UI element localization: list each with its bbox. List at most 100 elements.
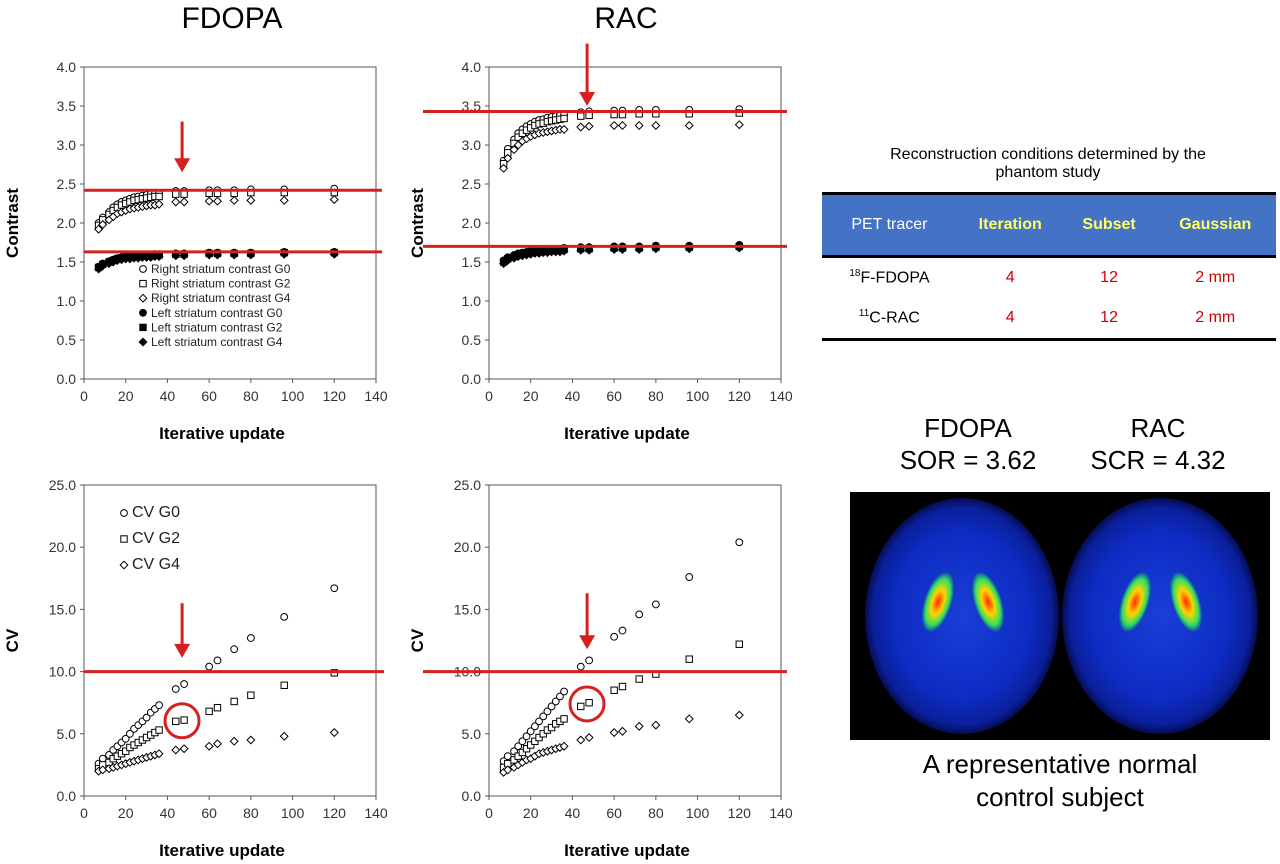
series-2 [499, 120, 744, 173]
y-tick-label: 5.0 [57, 726, 77, 742]
data-point [684, 120, 694, 131]
data-point [559, 246, 569, 256]
data-point [180, 680, 189, 688]
data-point [279, 195, 289, 205]
series-0 [94, 584, 339, 768]
arrow-icon [579, 593, 596, 650]
data-point [179, 251, 189, 261]
y-tick-label: 1.0 [462, 293, 482, 309]
y-tick-label: 0.5 [462, 332, 482, 348]
data-point [514, 133, 522, 141]
y-tick-label: 2.0 [57, 215, 77, 231]
x-tick-label: 100 [281, 388, 305, 404]
y-tick-label: 1.5 [462, 254, 482, 270]
data-point [735, 640, 743, 648]
tracer-cell: 18F-FDOPA [822, 257, 957, 299]
data-point [684, 714, 694, 724]
data-point [635, 675, 643, 683]
tracer-cell: 11C-RAC [822, 298, 957, 341]
legend-label: CV G4 [132, 556, 180, 573]
y-axis-label: CV [408, 628, 427, 652]
x-tick-label: 40 [565, 388, 581, 404]
series-0 [499, 538, 744, 766]
series-2 [499, 710, 744, 777]
data-point [556, 692, 564, 701]
data-point [734, 710, 744, 720]
data-point [518, 748, 527, 757]
gaussian-cell: 2 mm [1195, 269, 1236, 286]
data-point [585, 699, 593, 707]
arrow-head [579, 635, 596, 650]
arrow-head [174, 158, 191, 173]
legend-label: Right striatum contrast G4 [151, 291, 291, 305]
data-point [618, 682, 627, 691]
data-point [585, 656, 594, 665]
x-tick-label: 140 [769, 805, 793, 821]
x-tick-label: 140 [364, 388, 388, 404]
x-tick-label: 60 [201, 388, 217, 404]
data-point [617, 245, 627, 255]
y-tick-label: 2.5 [57, 176, 77, 192]
data-point [246, 735, 256, 745]
x-tick-label: 60 [606, 805, 622, 821]
y-tick-label: 3.0 [57, 137, 77, 153]
y-tick-label: 0.5 [57, 332, 77, 348]
x-tick-label: 60 [201, 805, 217, 821]
y-tick-label: 4.0 [462, 59, 482, 75]
data-point [531, 737, 539, 745]
data-point [179, 197, 189, 207]
legend-marker [119, 560, 129, 570]
data-point [212, 739, 222, 749]
legend-label: Left striatum contrast G2 [151, 320, 283, 334]
x-tick-label: 60 [606, 388, 622, 404]
pet-images [850, 492, 1270, 740]
data-point [522, 732, 531, 741]
tracer-name: F-FDOPA [860, 269, 930, 287]
data-point [518, 737, 527, 746]
highlight-circle [163, 702, 201, 740]
y-tick-label: 2.5 [462, 176, 482, 192]
data-point [514, 742, 523, 751]
data-point [180, 716, 188, 724]
data-point [246, 634, 255, 642]
x-tick-label: 80 [243, 805, 259, 821]
data-point [514, 752, 522, 760]
pet-left-ratio: SOR = 3.62 [899, 445, 1037, 475]
x-tick-label: 120 [323, 388, 347, 404]
pet-right-title: RAC SCR = 4.32 [1058, 412, 1258, 476]
data-point [246, 195, 256, 205]
arrow-icon [579, 43, 596, 106]
data-point [204, 741, 214, 751]
data-point [98, 220, 108, 230]
x-axis-label: Iterative update [564, 841, 690, 860]
data-point [122, 747, 130, 755]
table-row: 11C-RAC 4 12 2 mm [822, 298, 1276, 341]
y-tick-label: 3.0 [462, 137, 482, 153]
pet-fdopa-slice [865, 498, 1059, 734]
data-point [559, 741, 569, 751]
data-point [179, 744, 189, 754]
data-point [205, 707, 213, 716]
y-tick-label: 0.0 [57, 788, 77, 804]
data-point [577, 702, 585, 711]
arrow-icon [174, 121, 191, 173]
rac-contrast-chart: 0.00.51.01.52.02.53.03.54.00 20 40 60 80 100 1… [408, 43, 793, 443]
legend-marker [139, 279, 147, 288]
data-point [503, 765, 513, 775]
x-tick-label: 0 [485, 388, 493, 404]
x-tick-label: 40 [160, 805, 176, 821]
data-point [735, 109, 743, 117]
data-point [535, 717, 543, 726]
y-tick-label: 5.0 [462, 726, 482, 742]
data-point [503, 752, 512, 761]
data-point [503, 153, 513, 163]
legend-label: Left striatum contrast G4 [151, 335, 283, 349]
header-iteration: Iteration [956, 192, 1064, 258]
data-point [576, 735, 586, 745]
header-subset: Subset [1063, 192, 1155, 258]
tracer-isotope: 11 [858, 308, 870, 320]
table-row: 18F-FDOPA 4 12 2 mm [822, 257, 1276, 299]
data-point [609, 120, 619, 131]
x-tick-label: 80 [648, 805, 664, 821]
data-point [154, 199, 164, 209]
